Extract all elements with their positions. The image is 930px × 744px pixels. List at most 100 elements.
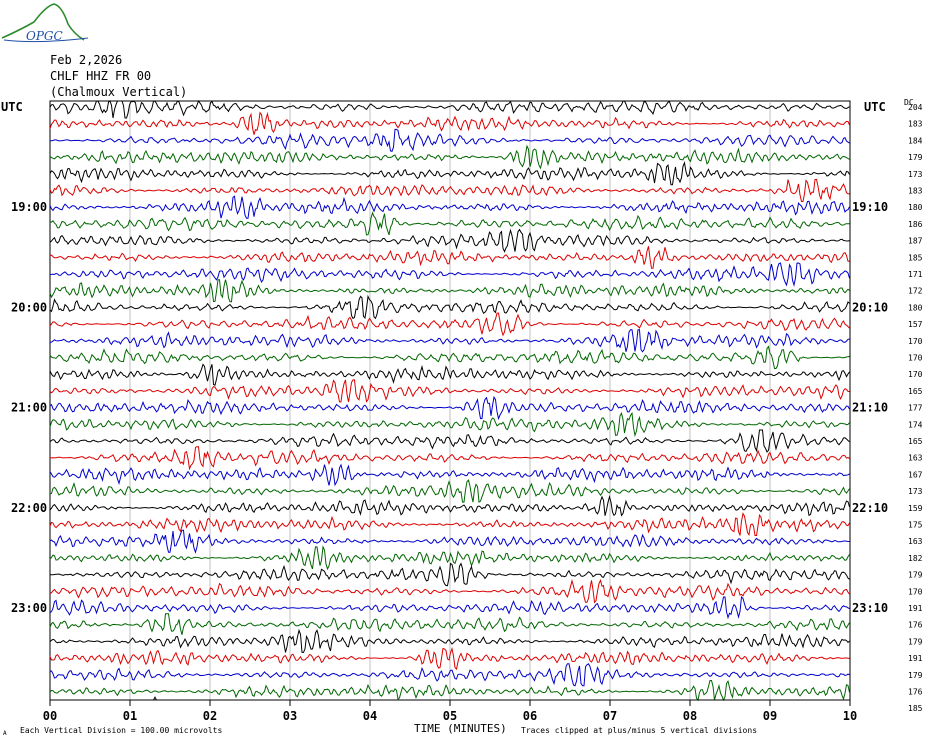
dc-offset-value: 182 [908, 554, 923, 563]
x-tick-label: 10 [843, 709, 857, 723]
location-label: (Chalmoux Vertical) [50, 85, 187, 99]
trace-line [49, 195, 850, 219]
logo-mountain-icon [1, 3, 85, 41]
dc-offset-values: 204 183 184 179 173 183 180 186 187 185 171 172 180 1… [908, 103, 923, 713]
dc-offset-value: 167 [908, 470, 923, 479]
right-time-label: 19:10 [852, 200, 888, 214]
trace-line [49, 595, 850, 620]
trace-line [49, 663, 850, 687]
x-tick-label: 07 [603, 709, 617, 723]
dc-offset-value: 163 [908, 454, 923, 463]
utc-right-label: UTC [864, 100, 886, 114]
dc-offset-value: 185 [908, 253, 923, 262]
trace-line [49, 429, 850, 453]
trace-line [49, 179, 850, 202]
x-tick-label: 06 [523, 709, 537, 723]
left-time-label: 21:00 [11, 401, 47, 415]
dc-offset-value: 186 [908, 220, 923, 229]
trace-line [49, 111, 850, 135]
trace-line [49, 463, 850, 487]
x-tick-label: 02 [203, 709, 217, 723]
dc-offset-value: 170 [908, 587, 923, 596]
trace-line [49, 262, 850, 287]
trace-line [49, 294, 850, 320]
dc-offset-value: 157 [908, 320, 923, 329]
x-tick-label: 04 [363, 709, 377, 723]
dc-offset-value: 191 [908, 654, 923, 663]
right-time-label: 22:10 [852, 501, 888, 515]
trace-line [49, 446, 850, 471]
dc-offset-value: 171 [908, 270, 923, 279]
x-axis-label: TIME (MINUTES) [414, 722, 507, 735]
dc-offset-value: 180 [908, 303, 923, 312]
dc-offset-value: 179 [908, 671, 923, 680]
dc-label: DC [904, 98, 914, 107]
dc-offset-value: 191 [908, 604, 923, 613]
dc-offset-value: 163 [908, 537, 923, 546]
trace-line [49, 228, 850, 253]
corner-mark: A [3, 730, 7, 737]
dc-offset-value: 176 [908, 688, 923, 697]
dc-offset-value: 165 [908, 387, 923, 396]
x-axis-ticks: 00 01 02 03 04 05 06 07 08 09 10 [43, 700, 857, 723]
dc-offset-value: 185 [908, 704, 923, 713]
trace-line [49, 529, 850, 554]
right-time-label: 20:10 [852, 300, 888, 314]
dc-offset-value: 179 [908, 571, 923, 580]
dc-offset-value: 170 [908, 354, 923, 363]
division-note: Each Vertical Division = 100.00 microvol… [20, 726, 222, 735]
dc-offset-value: 170 [908, 337, 923, 346]
clip-note: Traces clipped at plus/minus 5 vertical … [521, 726, 757, 735]
dc-offset-value: 170 [908, 370, 923, 379]
trace-line [49, 211, 850, 236]
dc-offset-value: 179 [908, 637, 923, 646]
trace-line [49, 411, 850, 438]
trace-line [49, 512, 850, 537]
trace-line [49, 613, 850, 635]
utc-left-label: UTC [1, 100, 23, 114]
trace-line [49, 329, 850, 353]
left-time-labels: 19:00 20:00 21:00 22:00 23:00 [11, 200, 47, 615]
x-tick-label: 09 [763, 709, 777, 723]
left-time-label: 23:00 [11, 601, 47, 615]
dc-offset-value: 177 [908, 404, 923, 413]
trace-line [49, 379, 850, 403]
x-tick-label: 05 [443, 709, 457, 723]
trace-line [49, 679, 850, 702]
x-tick-label: 01 [123, 709, 137, 723]
trace-line [49, 494, 850, 517]
trace-line [49, 312, 850, 337]
trace-line [49, 562, 850, 587]
trace-line [49, 646, 850, 671]
dc-offset-value: 159 [908, 504, 923, 513]
x-tick-label: 08 [683, 709, 697, 723]
dc-offset-value: 179 [908, 153, 923, 162]
dc-offset-value: 183 [908, 120, 923, 129]
trace-line [49, 279, 850, 303]
trace-line [49, 144, 850, 170]
dc-offset-value: 174 [908, 420, 923, 429]
trace-line [49, 479, 850, 503]
trace-line [49, 128, 850, 153]
dc-offset-value: 187 [908, 237, 923, 246]
dc-offset-value: 173 [908, 487, 923, 496]
x-tick-label: 00 [43, 709, 57, 723]
logo-swoosh-icon [3, 37, 89, 43]
date-label: Feb 2,2026 [50, 53, 122, 67]
dc-offset-value: 175 [908, 521, 923, 530]
minute-gridlines [129, 101, 771, 700]
right-time-labels: 19:10 20:10 21:10 22:10 23:10 [852, 200, 888, 615]
dc-offset-value: 184 [908, 136, 923, 145]
left-time-label: 20:00 [11, 300, 47, 314]
left-time-label: 19:00 [11, 200, 47, 214]
trace-line [49, 99, 850, 119]
station-label: CHLF HHZ FR 00 [50, 69, 151, 83]
right-time-label: 23:10 [852, 601, 888, 615]
left-time-label: 22:00 [11, 501, 47, 515]
opgc-logo: OPGC [1, 3, 89, 43]
trace-line [49, 363, 850, 386]
dc-offset-value: 165 [908, 437, 923, 446]
trace-line [49, 345, 850, 369]
trace-line [49, 395, 850, 421]
